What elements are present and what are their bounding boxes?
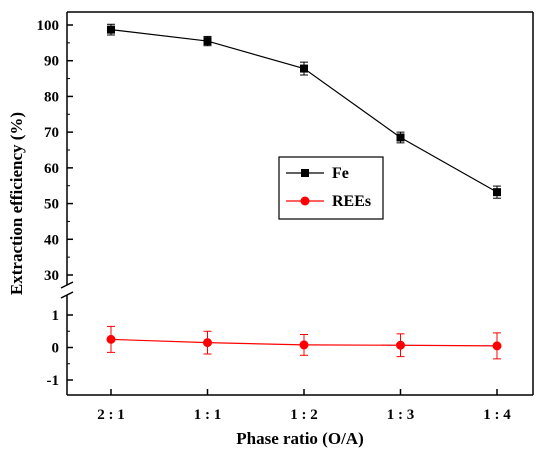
series-fe <box>107 23 501 199</box>
y-axis-title: Extraction efficiency (%) <box>7 112 26 295</box>
y-tick-label: -1 <box>47 373 60 389</box>
data-point <box>203 338 212 348</box>
legend-marker <box>300 196 310 206</box>
data-point <box>396 340 405 350</box>
x-tick-label: 1 : 2 <box>290 407 318 423</box>
y-axis-ticks: 30 40 50 60 70 80 90 100 -1 0 1 <box>37 18 73 389</box>
data-point <box>492 341 502 351</box>
x-tick-label: 1 : 3 <box>387 407 415 423</box>
y-tick-label: 0 <box>52 341 60 357</box>
y-tick-label: 60 <box>44 161 59 177</box>
legend-label: REEs <box>332 193 371 210</box>
data-point <box>300 64 308 73</box>
x-axis-ticks: 2 : 1 1 : 1 1 : 2 1 : 3 1 : 4 <box>97 389 511 423</box>
y-tick-label: 40 <box>44 232 59 248</box>
series-layer <box>106 23 502 360</box>
x-tick-label: 2 : 1 <box>97 407 125 423</box>
x-tick-label: 1 : 4 <box>483 407 511 423</box>
axis-break-mark <box>60 291 74 299</box>
y-tick-label: 80 <box>44 89 59 105</box>
legend: Fe REEs <box>278 156 384 220</box>
legend-box <box>278 156 384 220</box>
y-tick-label: 90 <box>44 54 59 70</box>
x-axis-title: Phase ratio (O/A) <box>236 429 363 448</box>
data-point <box>396 133 405 142</box>
legend-marker <box>301 169 309 177</box>
data-point <box>299 340 309 350</box>
data-point <box>106 334 116 344</box>
y-tick-label: 50 <box>44 197 59 213</box>
series-rees <box>106 325 502 360</box>
y-tick-label: 30 <box>44 268 59 284</box>
legend-label: Fe <box>332 165 349 182</box>
plot-frame <box>60 11 534 396</box>
y-tick-label: 1 <box>52 308 60 324</box>
data-point <box>493 188 501 197</box>
y-tick-label: 70 <box>44 125 59 141</box>
y-tick-label: 100 <box>37 18 60 34</box>
data-point <box>107 25 115 34</box>
axis-break-mark <box>60 281 74 289</box>
data-point <box>203 37 212 46</box>
x-tick-label: 1 : 1 <box>194 407 222 423</box>
